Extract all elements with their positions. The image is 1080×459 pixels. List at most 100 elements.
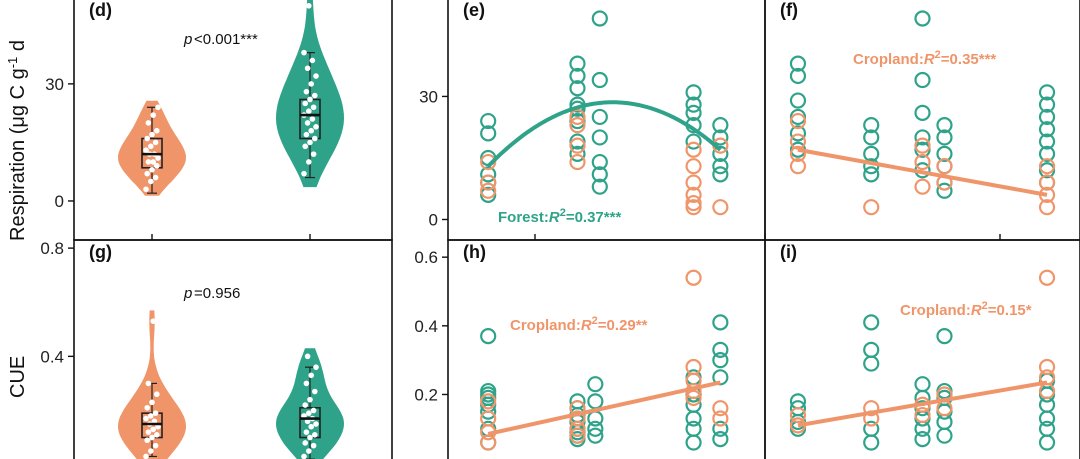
forest-point (789, 55, 807, 72)
data-point (312, 92, 318, 99)
panel-label: (f) (780, 0, 798, 20)
forest-point (914, 141, 931, 158)
forest-point (936, 413, 953, 431)
forest-point (712, 129, 729, 146)
forest-point (914, 129, 931, 146)
forest-point (712, 431, 729, 448)
forest-point (685, 104, 702, 121)
data-point (150, 318, 156, 324)
cropland-point (914, 178, 931, 195)
cropland-point (685, 158, 702, 175)
forest-point (1038, 121, 1056, 138)
data-point (301, 413, 307, 419)
cropland-point (863, 400, 880, 417)
data-point (149, 166, 155, 173)
data-point (154, 127, 160, 134)
data-point (143, 186, 149, 193)
panel-label: (h) (463, 242, 486, 262)
forest-point (587, 376, 604, 393)
fit-curve (486, 100, 722, 168)
cropland-point (569, 427, 586, 444)
cropland-point (480, 153, 497, 171)
data-point (152, 410, 159, 416)
data-point (310, 442, 317, 449)
data-point (154, 391, 160, 398)
forest-point (591, 108, 608, 126)
forest-point (569, 55, 586, 72)
forest-point (789, 92, 807, 109)
data-point (306, 108, 312, 114)
forest-point (591, 166, 608, 183)
forest-point (587, 427, 604, 444)
data-point (143, 415, 149, 422)
forest-point (480, 125, 497, 142)
r2-annotation: Cropland:R2=0.35*** (853, 49, 996, 68)
forest-point (569, 112, 586, 130)
forest-point (712, 352, 729, 369)
forest-point (936, 129, 953, 146)
r2-symbol: R (971, 302, 982, 319)
panel-d: 30 0 (d) p <0.001*** (45, 0, 393, 241)
forest-point (591, 178, 608, 195)
data-point (151, 418, 158, 425)
forest-point (863, 117, 880, 134)
data-point (148, 143, 154, 150)
r2-superscript: 2 (592, 315, 598, 327)
y-tick-label: 0 (55, 192, 64, 211)
forest-point (569, 80, 586, 97)
forest-point (685, 410, 702, 427)
cropland-point (569, 420, 586, 437)
forest-point (569, 133, 586, 150)
cropland-point (480, 393, 497, 410)
p-prefix: p (183, 31, 192, 48)
data-point (303, 380, 310, 387)
cropland-point (685, 186, 702, 203)
data-point (155, 423, 161, 430)
data-point (301, 170, 307, 177)
y-tick-label: 0.8 (40, 239, 64, 258)
panel-i: (i) Cropland:R2=0.15* (764, 239, 1080, 459)
forest-point (685, 420, 702, 437)
r2-symbol: R (924, 51, 935, 68)
forest-point (587, 393, 604, 410)
cropland-point (789, 158, 807, 175)
r2-prefix: Cropland: (900, 302, 971, 319)
r2-annotation: Cropland:R2=0.15* (900, 300, 1032, 319)
y-tick-label: 0 (429, 210, 438, 229)
forest-point (914, 10, 931, 27)
data-point (307, 139, 313, 146)
forest-point (1038, 96, 1056, 113)
data-point (310, 104, 317, 111)
data-point (310, 407, 317, 414)
forest-point (712, 341, 729, 358)
forest-point (712, 117, 729, 134)
forest-point (480, 112, 497, 130)
forest-point (863, 129, 880, 146)
cropland-point (569, 410, 586, 427)
data-point (306, 410, 312, 416)
forest-point (685, 96, 702, 113)
data-point (303, 429, 310, 435)
forest-point (936, 427, 953, 444)
data-point (302, 440, 309, 446)
forest-point (863, 355, 880, 372)
ylabel-respiration: Respiration (μg C g-1 d (5, 40, 29, 241)
data-point (152, 442, 159, 449)
forest-point (1038, 396, 1056, 413)
r2-symbol: R (581, 317, 592, 334)
forest-point (863, 434, 880, 451)
p-prefix: p (183, 285, 192, 302)
data-point (306, 159, 312, 165)
panel-g: 0.8 0.4 0.0 (g) p=0.956 (40, 239, 393, 459)
data-point (307, 96, 313, 103)
forest-point (480, 328, 497, 345)
forest-point (712, 145, 729, 162)
forest-point (569, 67, 586, 85)
y-tick-label: 0.0 (40, 456, 64, 459)
r2-value: =0.29** (598, 317, 648, 334)
cropland-point (569, 153, 586, 171)
forest-point (789, 108, 807, 126)
cropland-point (789, 112, 807, 130)
cropland-point (936, 158, 953, 175)
panel-label: (i) (780, 242, 797, 262)
